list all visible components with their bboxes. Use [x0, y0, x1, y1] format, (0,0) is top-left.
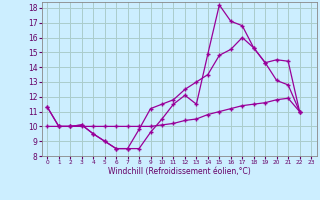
X-axis label: Windchill (Refroidissement éolien,°C): Windchill (Refroidissement éolien,°C) — [108, 167, 251, 176]
